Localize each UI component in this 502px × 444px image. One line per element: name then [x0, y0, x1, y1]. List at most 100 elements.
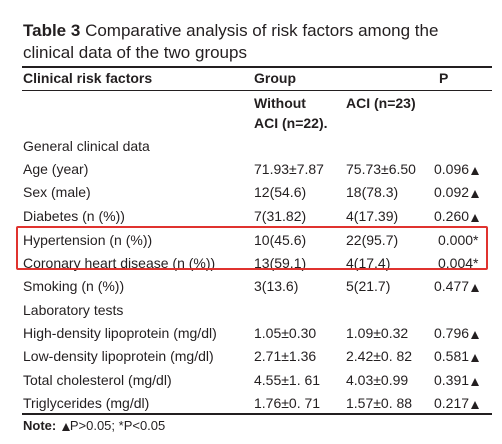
row-factor: High-density lipoprotein (mg/dl) — [23, 324, 217, 342]
header-group-rule — [22, 90, 492, 91]
row-aci-text: 1.57±0. 88 — [346, 395, 413, 411]
row-aci-text: 4(17.4) — [346, 255, 391, 271]
triangle-icon — [61, 423, 70, 431]
row-p-value: 0.000* — [438, 231, 478, 249]
row-aci: 1.09±0.32 — [346, 324, 408, 342]
header-without-aci-line1: Without — [254, 95, 306, 111]
header-p: P — [439, 70, 449, 86]
row-factor: Sex (male) — [23, 183, 91, 201]
bottom-rule — [22, 413, 492, 415]
header-factor: Clinical risk factors — [23, 70, 153, 86]
row-aci: 75.73±6.50 — [346, 160, 416, 178]
row-factor: Diabetes (n (%)) — [23, 207, 125, 225]
row-factor: Triglycerides (mg/dl) — [23, 394, 149, 412]
row-factor: Total cholesterol (mg/dl) — [23, 371, 172, 389]
table-label: Table 3 — [23, 21, 81, 40]
row-factor-text: High-density lipoprotein (mg/dl) — [23, 325, 217, 341]
row-aci-text: 2.42±0. 82 — [346, 348, 413, 364]
header-without-aci-line2: ACI (n=22). — [254, 115, 328, 131]
triangle-icon — [471, 401, 480, 409]
row-aci: 2.42±0. 82 — [346, 347, 412, 365]
row-without-aci: 1.76±0. 71 — [254, 394, 320, 412]
row-aci: 5(21.7) — [346, 277, 390, 295]
row-p-value-text: 0.391 — [434, 372, 470, 388]
row-aci-text: 1.09±0.32 — [346, 325, 409, 341]
table-note: Note: P>0.05; *P<0.05 — [23, 417, 165, 435]
row-without-aci: 71.93±7.87 — [254, 160, 324, 178]
row-aci: 4.03±0.99 — [346, 371, 408, 389]
row-factor: Smoking (n (%)) — [23, 277, 124, 295]
row-factor-text: Sex (male) — [23, 184, 91, 200]
row-aci-text: 4.03±0.99 — [346, 372, 409, 388]
table-caption: Table 3 Comparative analysis of risk fac… — [23, 20, 493, 64]
row-factor-text: Triglycerides (mg/dl) — [23, 395, 150, 411]
row-p-value: 0.004* — [438, 254, 478, 272]
row-without-aci: 4.55±1. 61 — [254, 371, 320, 389]
row-without-aci: 2.71±1.36 — [254, 347, 316, 365]
row-without-aci: 7(31.82) — [254, 207, 306, 225]
row-p-value-text: 0.581 — [434, 348, 470, 364]
row-p-value: 0.260 — [434, 207, 480, 225]
triangle-icon — [471, 214, 480, 222]
row-p-value: 0.477 — [434, 277, 480, 295]
header-aci: ACI (n=23) — [346, 95, 416, 111]
row-factor: Age (year) — [23, 160, 88, 178]
triangle-icon — [471, 284, 480, 292]
row-without-aci: 3(13.6) — [254, 277, 298, 295]
row-p-value-text: 0.004* — [438, 255, 479, 271]
triangle-icon — [471, 190, 480, 198]
row-p-value: 0.217 — [434, 394, 480, 412]
row-factor-text: Total cholesterol (mg/dl) — [23, 372, 172, 388]
row-factor-text: Age (year) — [23, 161, 89, 177]
row-without-aci-text: 12(54.6) — [254, 184, 307, 200]
section-lab: Laboratory tests — [23, 302, 124, 318]
row-p-value: 0.391 — [434, 371, 480, 389]
triangle-icon — [471, 167, 480, 175]
row-aci: 22(95.7) — [346, 231, 398, 249]
row-aci: 4(17.4) — [346, 254, 390, 272]
row-p-value: 0.581 — [434, 347, 480, 365]
row-factor-text: Coronary heart disease (n (%)) — [23, 255, 216, 271]
highlight-box — [16, 226, 488, 270]
row-without-aci-text: 2.71±1.36 — [254, 348, 317, 364]
table-title: Comparative analysis of risk factors amo… — [23, 21, 439, 62]
row-without-aci-text: 10(45.6) — [254, 232, 307, 248]
row-factor-text: Smoking (n (%)) — [23, 278, 125, 294]
note-label: Note: — [23, 418, 57, 433]
row-p-value-text: 0.796 — [434, 325, 470, 341]
row-factor: Low-density lipoprotein (mg/dl) — [23, 347, 214, 365]
row-without-aci-text: 4.55±1. 61 — [254, 372, 321, 388]
row-without-aci-text: 7(31.82) — [254, 208, 307, 224]
row-p-value-text: 0.096 — [434, 161, 470, 177]
row-without-aci: 12(54.6) — [254, 183, 306, 201]
top-rule — [22, 66, 492, 68]
row-without-aci-text: 1.05±0.30 — [254, 325, 317, 341]
row-without-aci: 10(45.6) — [254, 231, 306, 249]
row-without-aci-text: 1.76±0. 71 — [254, 395, 321, 411]
row-p-value: 0.796 — [434, 324, 480, 342]
row-p-value: 0.092 — [434, 183, 480, 201]
row-p-value-text: 0.260 — [434, 208, 470, 224]
header-group: Group — [254, 70, 296, 86]
row-without-aci-text: 71.93±7.87 — [254, 161, 324, 177]
section-general: General clinical data — [23, 138, 150, 154]
row-factor-text: Hypertension (n (%)) — [23, 232, 153, 248]
row-factor-text: Low-density lipoprotein (mg/dl) — [23, 348, 214, 364]
row-aci-text: 22(95.7) — [346, 232, 399, 248]
row-factor: Hypertension (n (%)) — [23, 231, 152, 249]
row-p-value-text: 0.477 — [434, 278, 470, 294]
row-without-aci-text: 3(13.6) — [254, 278, 299, 294]
row-aci: 1.57±0. 88 — [346, 394, 412, 412]
row-aci-text: 75.73±6.50 — [346, 161, 416, 177]
triangle-icon — [471, 378, 480, 386]
triangle-icon — [471, 354, 480, 362]
row-aci-text: 5(21.7) — [346, 278, 391, 294]
row-p-value-text: 0.217 — [434, 395, 470, 411]
row-without-aci: 13(59.1) — [254, 254, 306, 272]
row-without-aci-text: 13(59.1) — [254, 255, 307, 271]
row-aci-text: 18(78.3) — [346, 184, 399, 200]
row-p-value-text: 0.000* — [438, 232, 479, 248]
row-p-value: 0.096 — [434, 160, 480, 178]
row-factor-text: Diabetes (n (%)) — [23, 208, 125, 224]
row-factor: Coronary heart disease (n (%)) — [23, 254, 215, 272]
